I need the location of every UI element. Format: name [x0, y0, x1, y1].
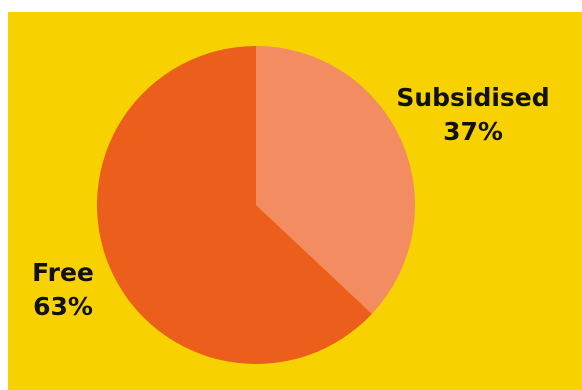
pie-slices — [97, 46, 416, 364]
pie-slice-subsidised — [256, 46, 416, 314]
slice-label-free-name: Free — [32, 258, 94, 287]
slice-label-subsidised-name: Subsidised — [396, 83, 549, 112]
pie-slice-free — [97, 46, 372, 364]
slice-label-free-percent: 63% — [33, 292, 93, 321]
slice-label-subsidised-percent: 37% — [443, 117, 503, 146]
